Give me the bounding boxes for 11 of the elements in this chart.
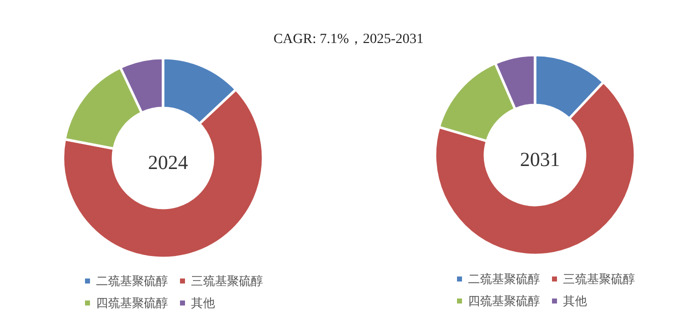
legend-label: 四巯基聚硫醇 bbox=[96, 296, 168, 310]
legend-label: 二巯基聚硫醇 bbox=[468, 272, 540, 286]
text: 2031 bbox=[520, 149, 560, 171]
legend-label: 其他 bbox=[191, 296, 215, 310]
legend-label: 三巯基聚硫醇 bbox=[191, 274, 263, 288]
text: CAGR: 7.1%，2025-2031 bbox=[272, 31, 425, 48]
legend-label: 其他 bbox=[563, 294, 587, 308]
legend-label: 二巯基聚硫醇 bbox=[96, 274, 168, 288]
legend-label: 三巯基聚硫醇 bbox=[563, 272, 635, 286]
legend-label: 四巯基聚硫醇 bbox=[468, 294, 540, 308]
text: 2024 bbox=[148, 152, 188, 174]
